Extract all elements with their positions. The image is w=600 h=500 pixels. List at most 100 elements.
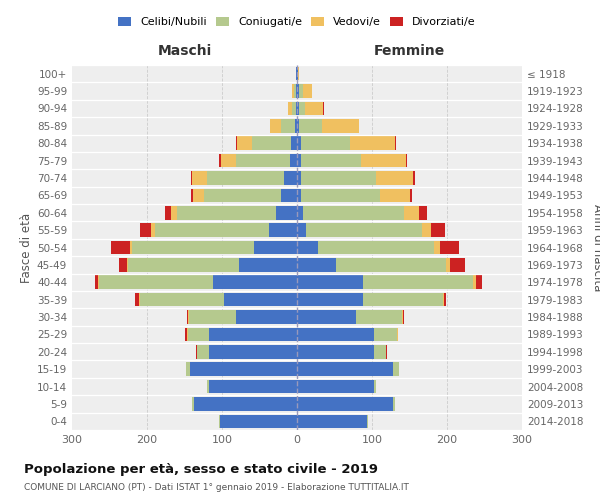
Bar <box>303 206 404 220</box>
Bar <box>139 224 151 237</box>
Bar <box>151 224 155 237</box>
Bar <box>297 362 393 376</box>
Bar <box>294 84 296 98</box>
Bar <box>297 345 374 358</box>
Bar <box>135 293 139 306</box>
Bar <box>296 67 297 80</box>
Bar <box>191 188 193 202</box>
Bar <box>239 258 297 272</box>
Bar <box>220 414 297 428</box>
Bar <box>297 380 374 394</box>
Bar <box>299 102 305 115</box>
Bar <box>281 119 295 132</box>
Bar <box>419 206 427 220</box>
Bar <box>235 310 297 324</box>
Bar <box>363 293 443 306</box>
Bar <box>404 206 419 220</box>
Bar <box>409 188 412 202</box>
Bar <box>111 240 130 254</box>
Bar <box>213 276 297 289</box>
Bar <box>297 240 318 254</box>
Bar <box>165 206 171 220</box>
Bar <box>98 276 99 289</box>
Bar <box>119 258 127 272</box>
Bar <box>402 310 403 324</box>
Bar <box>413 171 415 185</box>
Bar <box>187 310 188 324</box>
Bar <box>297 397 393 410</box>
Bar <box>301 154 361 168</box>
Bar <box>221 154 235 168</box>
Bar <box>393 362 399 376</box>
Bar <box>189 310 235 324</box>
Bar <box>191 171 192 185</box>
Bar <box>349 136 395 150</box>
Bar <box>297 276 363 289</box>
Bar <box>336 258 446 272</box>
Y-axis label: Anni di nascita: Anni di nascita <box>590 204 600 291</box>
Bar <box>361 154 406 168</box>
Bar <box>297 258 336 272</box>
Legend: Celibi/Nubili, Coniugati/e, Vedovi/e, Divorziati/e: Celibi/Nubili, Coniugati/e, Vedovi/e, Di… <box>114 12 480 32</box>
Bar <box>276 206 297 220</box>
Bar <box>431 224 445 237</box>
Bar <box>395 136 396 150</box>
Bar <box>406 154 407 168</box>
Bar <box>473 276 476 289</box>
Bar <box>132 240 254 254</box>
Bar <box>209 328 297 341</box>
Bar <box>290 154 297 168</box>
Bar <box>99 276 213 289</box>
Bar <box>440 240 459 254</box>
Bar <box>219 154 221 168</box>
Text: COMUNE DI LARCIANO (PT) - Dati ISTAT 1° gennaio 2019 - Elaborazione TUTTITALIA.I: COMUNE DI LARCIANO (PT) - Dati ISTAT 1° … <box>24 484 409 492</box>
Bar <box>306 224 422 237</box>
Bar <box>363 276 473 289</box>
Bar <box>193 188 204 202</box>
Bar <box>291 136 297 150</box>
Bar <box>192 171 207 185</box>
Bar <box>422 224 431 237</box>
Bar <box>139 293 223 306</box>
Bar <box>237 136 252 150</box>
Bar <box>207 171 284 185</box>
Text: Maschi: Maschi <box>157 44 212 58</box>
Bar <box>177 206 276 220</box>
Bar <box>322 119 359 132</box>
Bar <box>209 345 297 358</box>
Bar <box>188 310 189 324</box>
Bar <box>196 345 197 358</box>
Bar <box>95 276 98 289</box>
Bar <box>376 171 413 185</box>
Bar <box>374 328 397 341</box>
Bar <box>254 240 297 254</box>
Bar <box>281 188 297 202</box>
Bar <box>252 136 291 150</box>
Bar <box>297 310 355 324</box>
Bar <box>155 224 269 237</box>
Bar <box>301 136 349 150</box>
Text: Femmine: Femmine <box>374 44 445 58</box>
Bar <box>318 240 434 254</box>
Bar <box>297 136 301 150</box>
Bar <box>303 84 312 98</box>
Bar <box>128 258 239 272</box>
Y-axis label: Fasce di età: Fasce di età <box>20 212 33 282</box>
Bar <box>204 188 281 202</box>
Bar <box>380 188 409 202</box>
Bar <box>297 188 301 202</box>
Bar <box>193 397 297 410</box>
Bar <box>297 171 301 185</box>
Bar <box>446 258 450 272</box>
Bar <box>301 188 380 202</box>
Bar <box>269 224 297 237</box>
Bar <box>297 224 306 237</box>
Bar <box>297 119 299 132</box>
Bar <box>192 397 193 410</box>
Bar <box>185 328 187 341</box>
Bar <box>127 258 128 272</box>
Bar <box>374 380 376 394</box>
Bar <box>207 380 209 394</box>
Bar <box>355 310 402 324</box>
Bar <box>219 414 220 428</box>
